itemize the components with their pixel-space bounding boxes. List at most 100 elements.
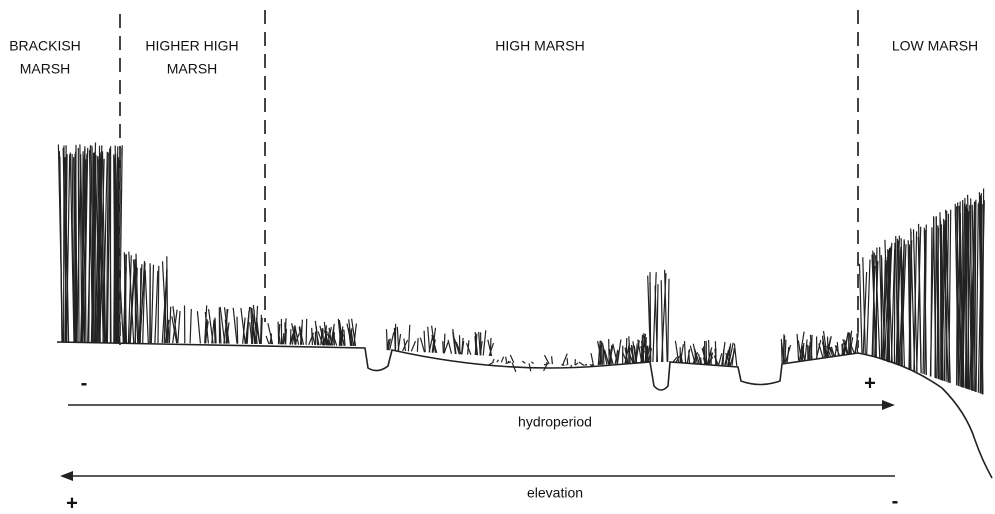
plant-stroke xyxy=(531,361,534,364)
plant-stroke xyxy=(204,305,208,344)
plant-stroke xyxy=(385,329,388,351)
plant-stroke xyxy=(252,320,257,344)
plant-stroke xyxy=(443,341,449,354)
plant-stroke xyxy=(284,322,286,345)
plant-stroke xyxy=(442,341,444,354)
plant-stroke xyxy=(244,306,251,344)
arrowhead xyxy=(60,471,73,481)
plant-stroke xyxy=(895,235,900,365)
plant-stroke xyxy=(884,251,890,361)
plant-stroke xyxy=(224,319,229,344)
plant-stroke xyxy=(714,349,718,365)
plant-stroke xyxy=(250,307,254,344)
plant-stroke xyxy=(154,270,159,344)
plant-stroke xyxy=(834,345,838,357)
plant-stroke xyxy=(496,359,499,363)
plant-stroke xyxy=(784,339,787,363)
plant-stroke xyxy=(348,319,353,346)
plant-stroke xyxy=(289,329,292,345)
plant-stroke xyxy=(219,306,226,344)
plant-stroke xyxy=(291,327,297,345)
plant-stroke xyxy=(236,316,239,344)
plant-stroke xyxy=(972,201,976,391)
plant-stroke xyxy=(936,227,939,379)
plant-stroke xyxy=(340,334,344,346)
plant-stroke xyxy=(291,323,297,345)
axis-sign: + xyxy=(864,372,876,394)
plant-stroke xyxy=(281,333,285,345)
plant-stroke xyxy=(854,333,859,354)
plant-stroke xyxy=(172,306,178,344)
plant-stroke xyxy=(509,354,515,364)
plant-stroke xyxy=(97,155,103,343)
plant-stroke xyxy=(240,308,246,344)
plant-stroke xyxy=(818,343,824,358)
plant-stroke xyxy=(979,199,984,395)
plant-stroke xyxy=(975,203,979,393)
plant-stroke xyxy=(601,341,603,365)
plant-stroke xyxy=(71,153,75,343)
plant-stroke xyxy=(423,330,426,353)
plant-stroke xyxy=(974,199,977,392)
plant-stroke xyxy=(396,326,400,351)
plant-stroke xyxy=(80,157,85,343)
plant-stroke xyxy=(785,344,792,363)
plant-stroke xyxy=(843,331,849,355)
plant-stroke xyxy=(65,154,71,343)
plant-stroke xyxy=(627,348,634,364)
plant-stroke xyxy=(259,314,262,345)
plant-stroke xyxy=(157,265,160,344)
plant-stroke xyxy=(674,340,680,363)
plant-stroke xyxy=(948,209,952,383)
plant-stroke xyxy=(589,364,594,367)
plant-stroke xyxy=(780,339,783,364)
plant-stroke xyxy=(566,357,569,365)
plant-stroke xyxy=(918,223,922,374)
plant-stroke xyxy=(956,202,959,386)
plant-stroke xyxy=(128,251,135,344)
plant-stroke xyxy=(223,307,230,344)
plant-stroke xyxy=(482,330,487,356)
plant-stroke xyxy=(316,335,320,346)
plant-stroke xyxy=(578,361,585,366)
plant-stroke xyxy=(890,249,896,364)
plant-stroke xyxy=(267,323,274,345)
plant-stroke xyxy=(584,363,588,366)
plant-stroke xyxy=(601,342,608,365)
plant-stroke xyxy=(621,351,628,364)
plant-stroke xyxy=(616,339,622,364)
plant-stroke xyxy=(447,339,453,354)
plant-stroke xyxy=(387,338,391,351)
plant-stroke xyxy=(707,356,714,365)
plant-stroke xyxy=(801,345,806,361)
plant-stroke xyxy=(642,348,645,363)
plant-stroke xyxy=(80,159,87,343)
plant-stroke xyxy=(204,321,209,344)
plant-stroke xyxy=(308,332,315,346)
plant-stroke xyxy=(102,151,108,343)
plant-stroke xyxy=(729,350,736,366)
zone-label: MARSH xyxy=(20,61,71,77)
plant-stroke xyxy=(688,350,691,364)
plant-stroke xyxy=(98,159,104,343)
plant-stroke xyxy=(144,269,149,344)
plant-stroke xyxy=(327,331,331,346)
plant-stroke xyxy=(166,256,169,344)
plant-stroke xyxy=(895,235,899,366)
plant-stroke xyxy=(733,343,738,366)
plant-stroke xyxy=(692,352,699,364)
plant-stroke xyxy=(338,319,343,346)
plant-stroke xyxy=(521,360,526,364)
plant-stroke xyxy=(683,340,687,363)
plant-stroke xyxy=(692,343,698,364)
plant-stroke xyxy=(328,327,333,346)
plant-stroke xyxy=(608,344,614,365)
plant-stroke xyxy=(862,271,868,354)
plant-stroke xyxy=(134,267,138,344)
plant-stroke xyxy=(565,364,567,366)
plant-stroke xyxy=(453,338,460,355)
plant-stroke xyxy=(113,154,116,343)
plant-stroke xyxy=(836,342,839,356)
plant-stroke xyxy=(887,249,891,363)
plant-stroke xyxy=(829,346,836,357)
